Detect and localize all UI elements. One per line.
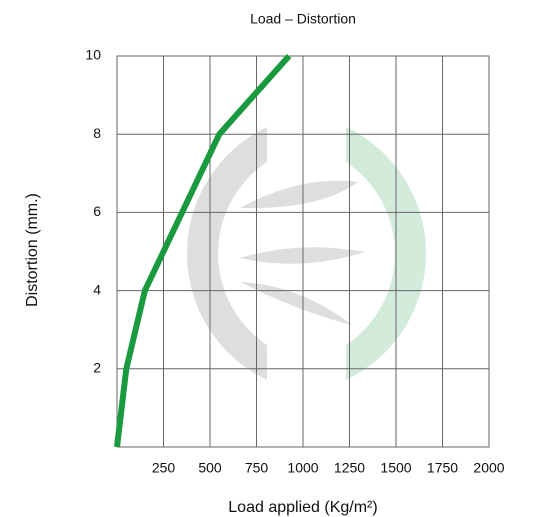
x-tick-label: 1500 bbox=[380, 460, 411, 476]
x-tick-label: 750 bbox=[245, 460, 269, 476]
watermark-arc bbox=[187, 127, 267, 380]
y-tick-label: 6 bbox=[93, 203, 101, 219]
x-tick-label: 250 bbox=[152, 460, 176, 476]
y-tick-label: 4 bbox=[93, 281, 101, 297]
y-tick-label: 8 bbox=[93, 125, 101, 141]
watermark bbox=[187, 127, 426, 380]
x-tick-label: 1250 bbox=[334, 460, 365, 476]
x-tick-label: 1000 bbox=[287, 460, 318, 476]
x-tick-label: 2000 bbox=[473, 460, 504, 476]
chart: Load – Distortion Load applied (Kg/m²) D… bbox=[0, 0, 536, 517]
chart-title: Load – Distortion bbox=[250, 11, 356, 27]
x-tick-label: 500 bbox=[198, 460, 222, 476]
y-tick-label: 2 bbox=[93, 360, 101, 376]
watermark-leaf bbox=[240, 181, 358, 208]
x-tick-label: 1750 bbox=[427, 460, 458, 476]
x-axis-label: Load applied (Kg/m²) bbox=[228, 499, 377, 516]
y-axis-label: Distortion (mm.) bbox=[24, 193, 41, 307]
y-tick-label: 10 bbox=[85, 47, 101, 63]
